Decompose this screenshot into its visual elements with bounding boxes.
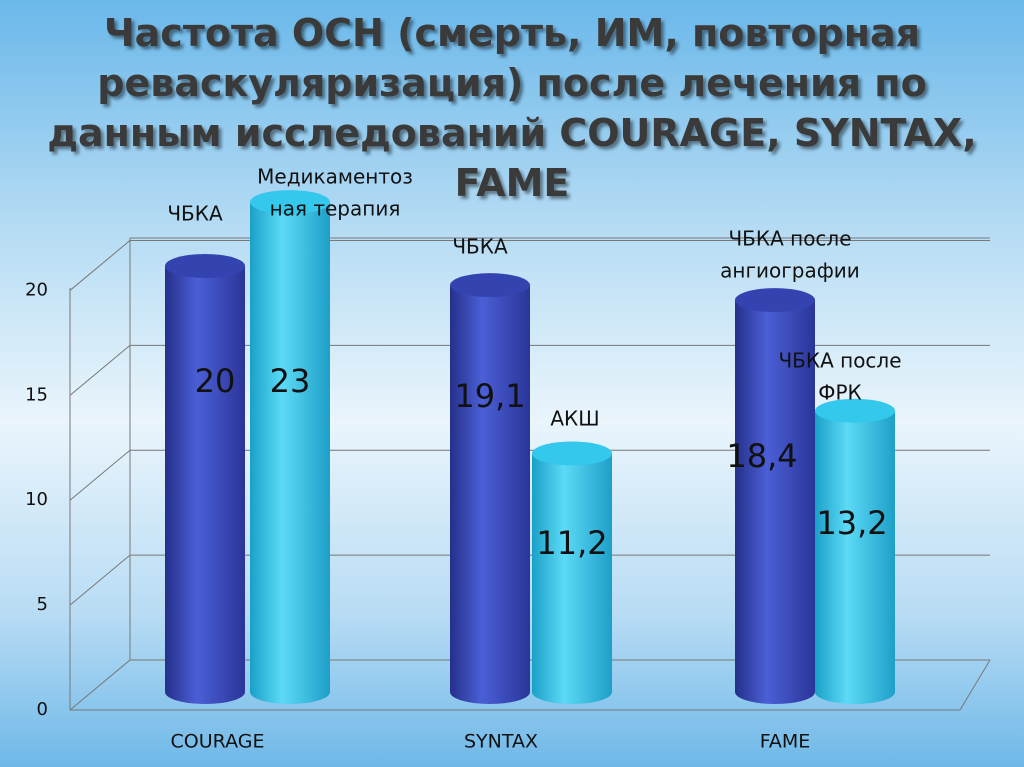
bar-label: ная терапия [270, 197, 401, 221]
bar-label: ЧБКА [452, 235, 508, 259]
value-label: 19,1 [454, 377, 525, 415]
grid-line [69, 554, 131, 606]
grid-line [69, 240, 131, 291]
y-tick-label: 5 [37, 594, 48, 615]
bar-top [450, 273, 530, 298]
y-tick-label: 0 [37, 699, 48, 720]
bar-label: ФРК [818, 381, 861, 405]
bar-label: АКШ [550, 407, 599, 431]
x-tick-label: SYNTAX [464, 731, 538, 753]
bar [532, 453, 612, 692]
x-tick-label: COURAGE [171, 731, 265, 753]
bar [250, 202, 330, 692]
value-label: 20 [195, 362, 236, 400]
value-label: 18,4 [726, 437, 797, 475]
grid-line [69, 344, 131, 396]
y-tick-label: 15 [25, 384, 48, 405]
y-tick-label: 10 [25, 489, 48, 510]
bar-top [735, 288, 815, 313]
bar-top [250, 190, 330, 215]
bar [815, 410, 895, 692]
x-tick-label: FAME [760, 731, 811, 753]
y-tick-label: 20 [25, 279, 48, 300]
bar-top [532, 441, 612, 466]
bar-label: ЧБКА после [728, 227, 851, 251]
value-label: 13,2 [816, 504, 887, 542]
bar-label: Медикаментоз [257, 165, 413, 189]
bar [735, 300, 815, 692]
bar-label: ЧБКА [167, 202, 223, 226]
bar-label: ангиографии [720, 259, 860, 283]
bar-top [815, 398, 895, 423]
grid-line [69, 449, 131, 501]
bar [450, 285, 530, 692]
floor-right [959, 659, 991, 711]
bar-label: ЧБКА после [778, 349, 901, 373]
grid-line [69, 659, 131, 711]
value-label: 23 [270, 362, 311, 400]
bar-top [165, 254, 245, 278]
bar [165, 266, 245, 692]
chart-title: Частота ОСН (смерть, ИМ, повторная ревас… [47, 11, 977, 205]
value-label: 11,2 [536, 524, 607, 562]
